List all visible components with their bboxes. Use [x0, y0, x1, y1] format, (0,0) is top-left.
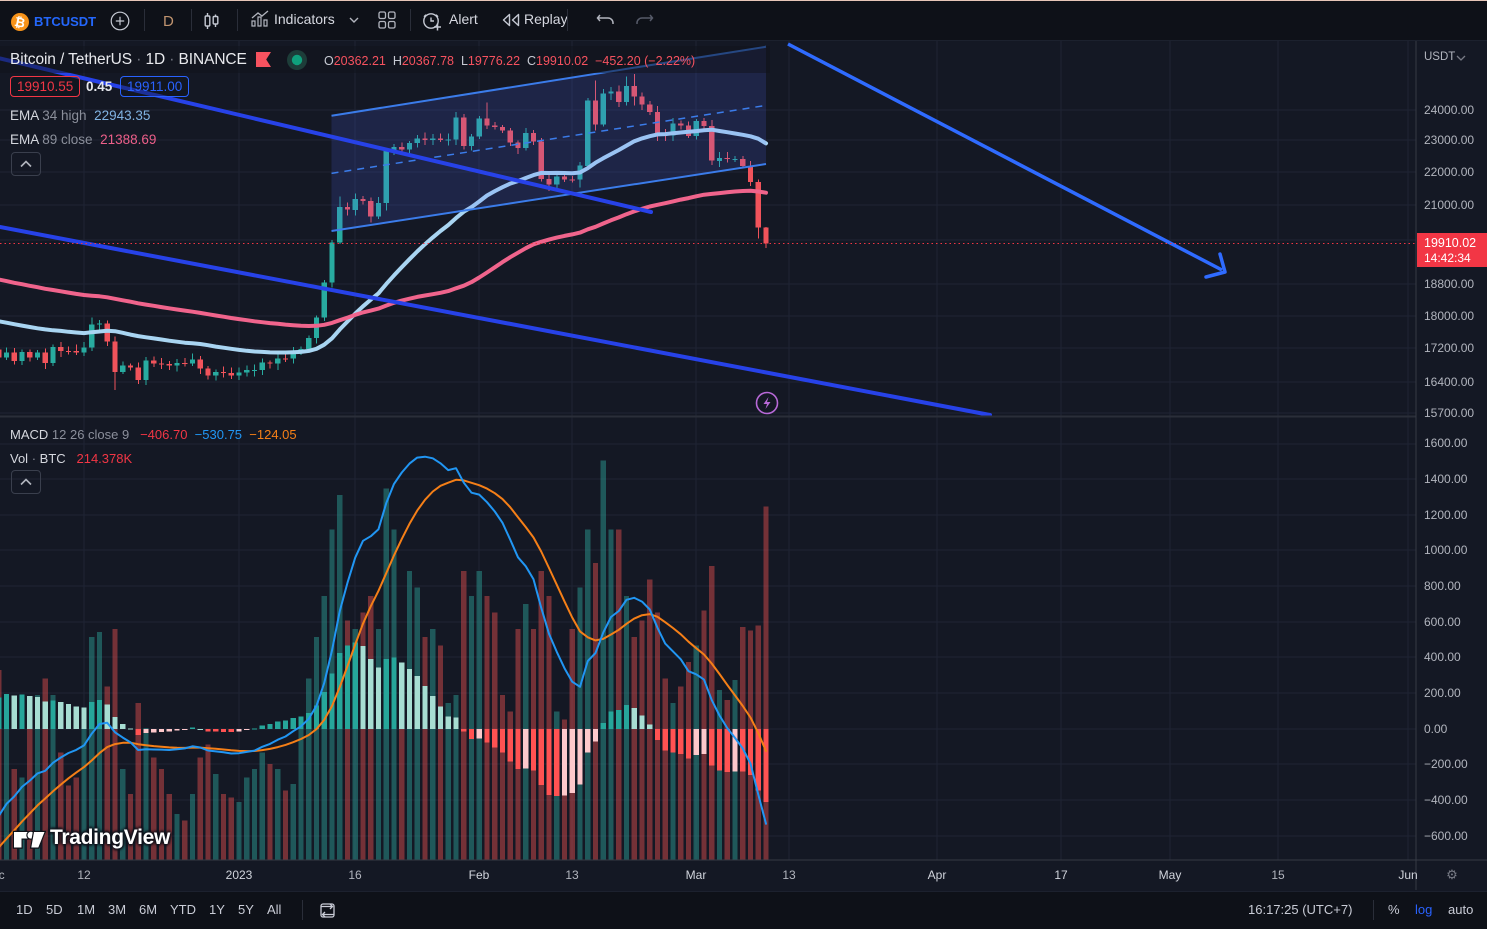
- svg-text:22000.00: 22000.00: [1424, 165, 1474, 179]
- svg-text:200.00: 200.00: [1424, 686, 1461, 700]
- svg-text:15: 15: [1271, 868, 1285, 882]
- svg-text:1600.00: 1600.00: [1424, 436, 1468, 450]
- svg-text:−600.00: −600.00: [1424, 829, 1468, 843]
- svg-text:18800.00: 18800.00: [1424, 277, 1474, 291]
- svg-text:1400.00: 1400.00: [1424, 472, 1468, 486]
- svg-text:800.00: 800.00: [1424, 579, 1461, 593]
- svg-text:23000.00: 23000.00: [1424, 133, 1474, 147]
- svg-text:1000.00: 1000.00: [1424, 543, 1468, 557]
- svg-text:Feb: Feb: [469, 868, 490, 882]
- svg-text:12: 12: [77, 868, 91, 882]
- svg-text:17: 17: [1054, 868, 1068, 882]
- svg-text:16400.00: 16400.00: [1424, 375, 1474, 389]
- svg-text:17200.00: 17200.00: [1424, 341, 1474, 355]
- svg-text:May: May: [1159, 868, 1182, 882]
- svg-text:Dec: Dec: [0, 868, 5, 882]
- svg-text:24000.00: 24000.00: [1424, 103, 1474, 117]
- svg-text:13: 13: [565, 868, 579, 882]
- svg-text:13: 13: [782, 868, 796, 882]
- svg-text:15700.00: 15700.00: [1424, 406, 1474, 420]
- svg-text:⚙: ⚙: [1446, 867, 1458, 882]
- svg-text:Apr: Apr: [928, 868, 947, 882]
- svg-text:1200.00: 1200.00: [1424, 508, 1468, 522]
- svg-text:USDT: USDT: [1424, 51, 1455, 63]
- svg-text:14:42:34: 14:42:34: [1424, 251, 1471, 265]
- svg-text:19910.02: 19910.02: [1424, 236, 1476, 250]
- svg-text:−200.00: −200.00: [1424, 757, 1468, 771]
- svg-text:Jun: Jun: [1398, 868, 1417, 882]
- svg-text:−400.00: −400.00: [1424, 793, 1468, 807]
- svg-text:Mar: Mar: [686, 868, 707, 882]
- svg-text:18000.00: 18000.00: [1424, 309, 1474, 323]
- svg-text:16: 16: [348, 868, 362, 882]
- svg-text:2023: 2023: [226, 868, 253, 882]
- svg-text:600.00: 600.00: [1424, 615, 1461, 629]
- svg-text:₿: ₿: [13, 14, 26, 31]
- svg-text:400.00: 400.00: [1424, 650, 1461, 664]
- svg-text:21000.00: 21000.00: [1424, 198, 1474, 212]
- svg-text:0.00: 0.00: [1424, 722, 1448, 736]
